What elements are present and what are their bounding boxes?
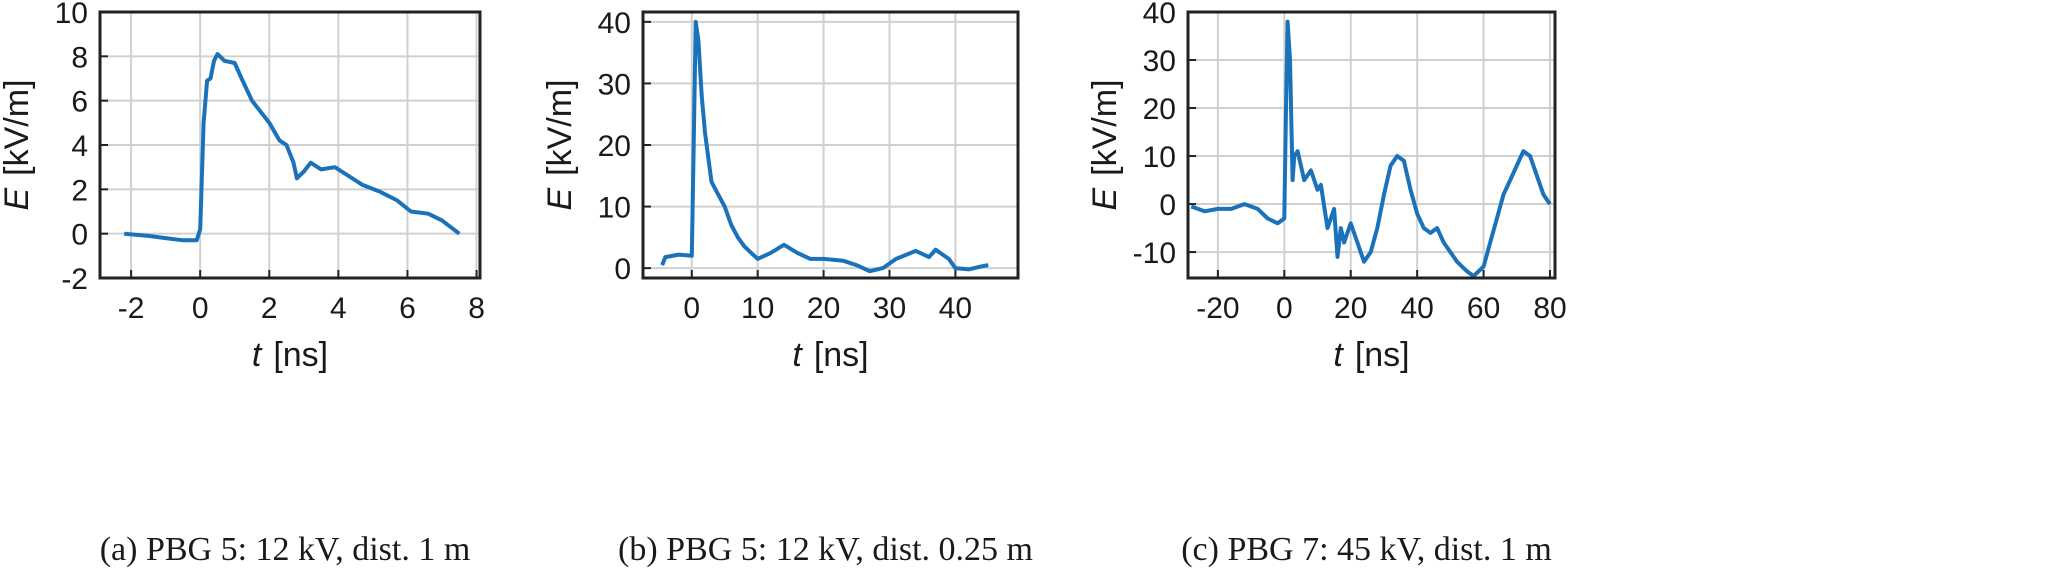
x-label-symbol: t <box>1333 336 1344 374</box>
y-label-symbol: E <box>541 188 579 211</box>
x-tick-label: 20 <box>1334 292 1367 325</box>
data-line <box>660 19 989 274</box>
x-label-symbol: t <box>252 336 263 374</box>
x-tick-label: 4 <box>330 292 347 325</box>
y-tick-label: 0 <box>71 219 88 252</box>
caption: (b) PBG 5: 12 kV, dist. 0.25 m <box>618 531 1033 568</box>
y-tick-label: 30 <box>1143 45 1176 78</box>
y-tick-label: 30 <box>598 68 631 101</box>
y-tick-label: -2 <box>61 263 88 296</box>
plot-frame <box>98 10 482 280</box>
x-tick-label: 10 <box>741 292 774 325</box>
x-tick-label: 30 <box>873 292 906 325</box>
x-tick-label: 20 <box>807 292 840 325</box>
caption: (c) PBG 7: 45 kV, dist. 1 m <box>1181 531 1552 568</box>
plot-frame <box>1186 10 1557 280</box>
y-tick-label: 10 <box>55 0 88 30</box>
x-tick-label: 0 <box>683 292 700 325</box>
y-label-symbol: E <box>0 188 36 211</box>
x-tick-label: 40 <box>939 292 972 325</box>
y-tick-label: 10 <box>1143 141 1176 174</box>
plot-frame <box>641 10 1020 280</box>
y-tick-label: 10 <box>598 192 631 225</box>
data-line <box>124 52 461 243</box>
y-label-symbol: E <box>1086 188 1124 211</box>
x-tick-label: 6 <box>399 292 416 325</box>
x-label-unit: [ns] <box>1355 336 1410 374</box>
caption: (a) PBG 5: 12 kV, dist. 1 m <box>100 531 471 568</box>
x-axis-label: t [ns] <box>1333 336 1409 374</box>
y-tick-label: 6 <box>71 86 88 119</box>
data-line <box>1190 19 1552 279</box>
y-tick-label: -10 <box>1133 237 1176 270</box>
x-tick-label: -20 <box>1196 292 1239 325</box>
x-tick-label: 40 <box>1400 292 1433 325</box>
x-tick-label: -2 <box>118 292 145 325</box>
y-tick-label: 2 <box>71 174 88 207</box>
x-tick-label: 8 <box>468 292 485 325</box>
y-tick-label: 40 <box>1143 0 1176 30</box>
y-label-unit: [kV/m] <box>541 79 579 175</box>
y-tick-label: 0 <box>1159 189 1176 222</box>
y-axis-label: E [kV/m] <box>541 79 579 210</box>
x-tick-label: 0 <box>1276 292 1293 325</box>
y-tick-label: 8 <box>71 41 88 74</box>
x-label-symbol: t <box>792 336 803 374</box>
y-tick-label: 4 <box>71 130 88 163</box>
x-tick-label: 60 <box>1467 292 1500 325</box>
y-tick-label: 20 <box>1143 93 1176 126</box>
y-axis-label: E [kV/m] <box>0 79 36 210</box>
x-tick-label: 2 <box>261 292 278 325</box>
x-axis-label: t [ns] <box>792 336 868 374</box>
y-tick-label: 40 <box>598 7 631 40</box>
x-tick-label: 0 <box>192 292 209 325</box>
x-label-unit: [ns] <box>814 336 869 374</box>
y-label-unit: [kV/m] <box>0 79 36 175</box>
x-tick-label: 80 <box>1533 292 1566 325</box>
y-tick-label: 20 <box>598 130 631 163</box>
x-label-unit: [ns] <box>273 336 328 374</box>
y-tick-label: 0 <box>614 253 631 286</box>
y-label-unit: [kV/m] <box>1086 79 1124 175</box>
x-axis-label: t [ns] <box>252 336 328 374</box>
y-axis-label: E [kV/m] <box>1086 79 1124 210</box>
